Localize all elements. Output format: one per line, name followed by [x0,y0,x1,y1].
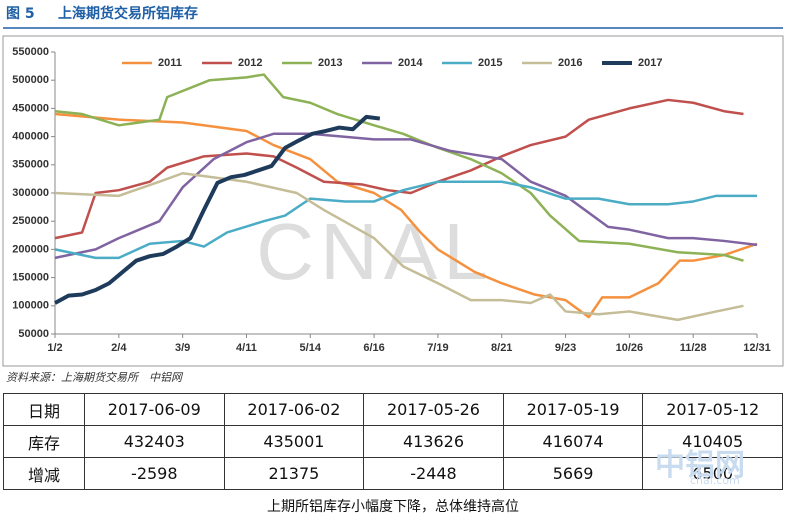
source: 资料来源：上海期货交易所 中铝网 [6,371,184,384]
x-tick-label: 11/28 [680,342,707,354]
table-row: 增减 -2598 21375 -2448 5669 6500 [3,457,783,490]
y-tick-label: 500000 [12,74,49,86]
legend-label: 2013 [318,57,342,69]
y-tick-label: 300000 [12,187,49,199]
watermark-name: 中铝网 [655,448,745,483]
y-tick-label: 150000 [12,272,49,284]
x-tick-label: 7/19 [427,342,448,354]
watermark-url: cnal.com [690,474,740,487]
series-line [54,132,758,260]
table-cell: 2017-05-26 [363,393,504,426]
table-cell: 413626 [363,425,504,458]
legend-label: 2015 [478,57,502,69]
caption: 上期所铝库存小幅度下降，总体维持高位 [267,499,519,515]
y-tick-label: 250000 [12,215,49,227]
chart: 图 5 上海期货交易所铝库存 CNAL 资料来源：上海期货交易所 中铝网 500… [2,5,784,384]
series-line [54,180,757,260]
table-cell: 2017-05-19 [502,393,644,426]
table-cell: -2448 [363,457,504,490]
x-tick-label: 6/16 [363,342,384,354]
figure-title: 上海期货交易所铝库存 [58,5,198,22]
watermark: CNAL [256,207,493,296]
y-tick-label: 100000 [12,300,49,312]
x-tick-label: 1/2 [47,342,62,354]
x-tick-label: 5/14 [300,342,322,354]
x-tick-label: 12/31 [743,342,771,354]
table-cell: 增减 [3,457,85,490]
table-cell: 2017-06-09 [84,393,225,426]
table-cell: 435001 [223,425,365,458]
figure-number: 图 5 [6,6,35,22]
legend-label: 2016 [558,57,582,69]
table-cell: -2598 [84,457,225,490]
table-row: 日期 2017-06-09 2017-06-02 2017-05-26 2017-05-… [3,393,783,426]
table-cell: 库存 [3,425,85,458]
table-cell: 6500 [642,457,783,490]
table-cell: 5669 [502,457,644,490]
table-cell: 日期 [3,393,85,426]
x-tick-label: 3/9 [175,342,190,354]
table-cell: 410405 [642,425,783,458]
legend-label: 2014 [398,57,423,69]
table-cell: 416074 [502,425,644,458]
y-tick-label: 50000 [18,328,49,340]
table-cell: 2017-05-12 [642,393,783,426]
table-cell: 21375 [223,457,365,490]
series-line [54,172,744,322]
legend-label: 2011 [158,57,182,69]
y-tick-label: 400000 [12,131,49,143]
x-tick-label: 2/4 [111,342,127,354]
legend-label: 2012 [238,57,262,69]
x-tick-label: 8/21 [491,342,512,354]
chart-frame [2,35,784,367]
x-tick-label: 10/26 [616,342,644,354]
series-line [54,73,744,262]
x-tick-label: 9/23 [555,342,576,354]
series-line [54,98,744,240]
table-cell: 432403 [84,425,225,458]
table-cell: 2017-06-02 [223,393,365,426]
legend-label: 2017 [638,57,662,69]
series-line [54,114,381,305]
y-tick-label: 550000 [12,46,49,58]
x-tick-label: 4/11 [236,342,257,354]
y-tick-label: 200000 [12,243,49,255]
y-tick-label: 350000 [12,159,49,171]
y-tick-label: 450000 [12,102,49,114]
series-line [54,112,758,319]
data-table: 日期 2017-06-09 2017-06-02 2017-05-26 2017-05-… [3,393,783,490]
